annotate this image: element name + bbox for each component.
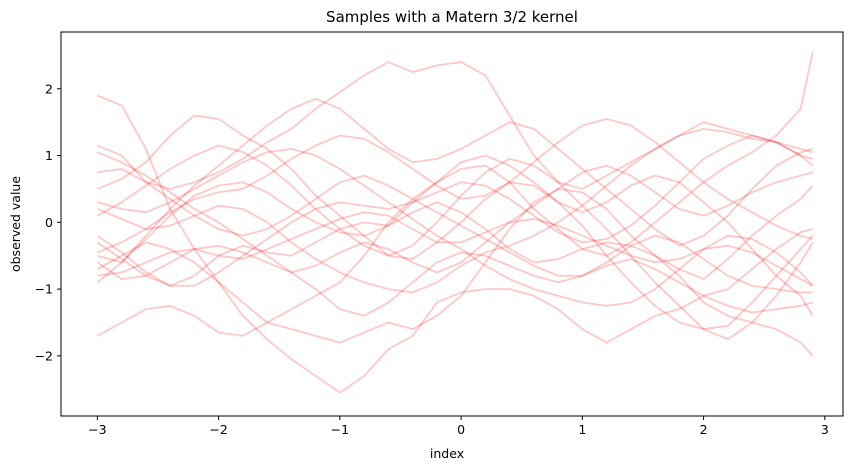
series-line-15 xyxy=(96,164,813,280)
y-tick-label: 2 xyxy=(45,81,53,96)
series-line-14 xyxy=(97,151,813,317)
x-tick-label: −2 xyxy=(209,422,227,437)
x-tick-label: 3 xyxy=(821,422,829,437)
series-line-1 xyxy=(97,94,813,394)
x-tick-label: −1 xyxy=(331,422,349,437)
x-tick-label: 0 xyxy=(457,422,465,437)
series-line-9 xyxy=(96,154,814,317)
x-tick-label: 1 xyxy=(578,422,586,437)
series-line-5 xyxy=(97,114,814,331)
x-axis-ticks: −3 −2 −1 0 1 2 3 xyxy=(88,416,829,437)
series-line-12 xyxy=(97,211,814,287)
chart-title: Samples with a Matern 3/2 kernel xyxy=(326,8,578,26)
series-line-16 xyxy=(97,147,814,307)
series-line-3 xyxy=(96,51,814,337)
series-line-4 xyxy=(96,188,814,357)
series-layer xyxy=(96,51,814,394)
series-line-6 xyxy=(96,144,814,341)
series-line-8 xyxy=(96,184,814,287)
series-line-13 xyxy=(96,134,814,287)
x-axis-label: index xyxy=(430,446,464,461)
x-tick-label: −3 xyxy=(88,422,106,437)
x-tick-label: 2 xyxy=(700,422,708,437)
y-axis-label: observed value xyxy=(8,176,23,272)
plot-frame xyxy=(60,31,844,417)
y-tick-label: 0 xyxy=(45,215,53,230)
series-line-7 xyxy=(97,97,813,264)
y-axis-ticks: −2 −1 0 1 2 xyxy=(35,81,61,363)
series-line-11 xyxy=(97,117,813,254)
series-line-10 xyxy=(97,127,813,294)
series-line-2 xyxy=(97,61,813,190)
y-tick-label: −2 xyxy=(35,348,53,363)
y-tick-label: −1 xyxy=(35,282,53,297)
series-line-17 xyxy=(97,168,813,314)
y-tick-label: 1 xyxy=(45,148,53,163)
